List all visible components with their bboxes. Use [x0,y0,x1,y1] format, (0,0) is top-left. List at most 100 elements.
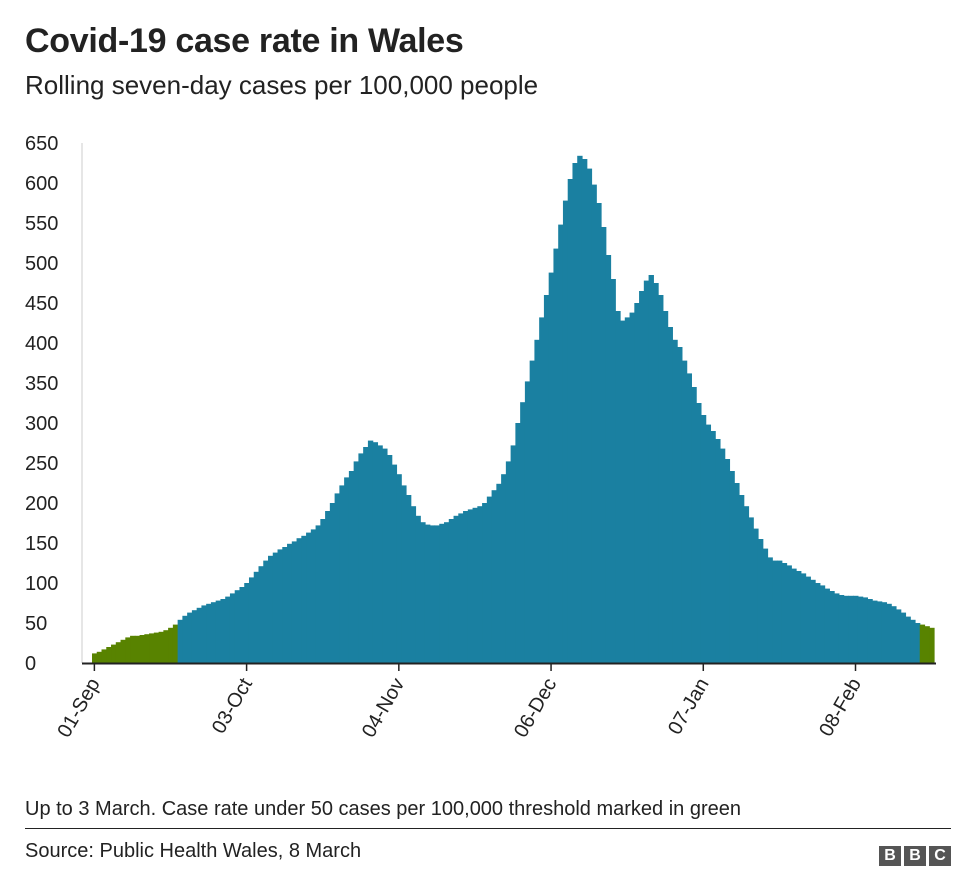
bar-below-threshold [153,632,160,663]
y-axis: 0 50 100 150 200 250 300 350 400 450 500 550 600 650 [25,133,58,675]
bar [672,339,678,663]
y-tick-label: 550 [25,213,58,235]
bar [705,424,712,663]
bar [757,539,764,663]
bar [182,615,188,663]
bar [372,442,379,663]
bar [405,495,412,663]
bar [253,571,260,663]
chart-note: Up to 3 March. Case rate under 50 cases … [25,798,741,820]
bar [191,610,198,663]
bar [310,529,317,663]
bar [734,483,740,663]
bar [263,560,269,663]
bar [296,538,302,663]
bar-below-threshold [172,624,179,663]
bar [248,577,255,663]
bar [177,619,183,663]
bbc-logo: B B C [879,846,951,866]
bar [234,590,241,663]
bar [729,471,735,663]
bar-below-threshold [111,644,117,663]
bar [634,303,640,663]
bar [886,603,892,663]
bar [834,593,840,663]
bar [605,255,612,663]
bar [553,248,559,663]
bar [914,623,921,663]
bar [220,599,226,663]
bar [591,184,597,663]
bar [206,603,212,663]
bar-series [92,155,935,664]
bar [762,548,769,663]
bar [229,593,236,663]
y-tick-label: 250 [25,453,58,475]
bar-below-threshold [149,633,155,663]
bar [501,474,507,663]
bar-below-threshold [134,635,141,663]
bar [810,579,816,663]
bar [491,490,497,663]
bar [624,317,631,663]
bar [363,447,369,663]
bar [558,224,564,663]
y-tick-label: 50 [25,613,47,635]
bar [824,588,830,663]
bar [439,523,445,663]
bar [572,163,578,663]
bar-below-threshold [158,631,164,663]
bar [786,565,792,663]
bar [748,517,754,663]
bar [681,360,688,663]
x-tick-label: 08-Feb [815,675,866,741]
bar [315,525,321,663]
bar [306,532,312,663]
bar [815,583,821,663]
bar [510,445,516,663]
bar [301,535,307,663]
bar [629,312,635,663]
bar [482,503,488,663]
bar [201,605,207,663]
bar [610,279,616,663]
bar [472,507,478,663]
chart-subtitle: Rolling seven-day cases per 100,000 peop… [25,70,539,100]
bar [463,511,469,663]
bar [325,511,331,663]
bar [872,600,878,663]
bar [529,360,536,663]
bar [724,459,731,663]
bar [829,591,835,663]
bar [344,477,350,663]
x-tick-label: 06-Dec [510,675,561,742]
bar [448,519,455,663]
bar [781,563,788,663]
x-tick-label: 04-Nov [358,675,409,742]
bar [272,552,279,663]
bar [391,464,398,663]
y-tick-label: 450 [25,293,58,315]
bar [891,606,897,663]
bar [639,291,645,663]
bar [424,524,431,663]
bar [620,320,626,663]
y-tick-label: 350 [25,373,58,395]
bar [648,275,654,663]
bar [282,547,288,663]
y-tick-label: 100 [25,573,58,595]
bar [377,445,383,663]
bar [415,515,421,663]
bar-below-threshold [130,635,136,663]
bar [615,311,621,663]
bar [853,595,859,663]
y-tick-label: 600 [25,173,58,195]
bar [239,587,245,663]
bar [767,557,773,663]
bar [524,381,531,663]
bar [753,528,759,663]
bar [677,347,683,663]
bar [215,600,222,663]
bar [696,403,702,663]
bar [715,439,721,663]
